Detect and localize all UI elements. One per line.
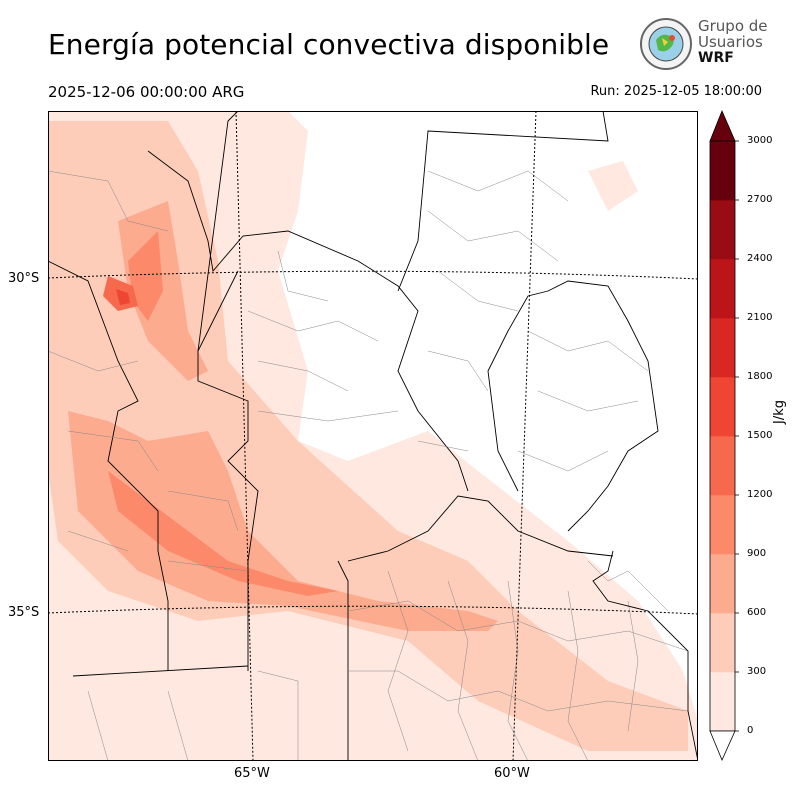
colorbar-band — [710, 495, 735, 555]
colorbar-under-arrow — [709, 730, 736, 762]
department-boundaries — [48, 170, 689, 761]
globe-icon — [640, 18, 692, 70]
colorbar-tick-label: 2400 — [747, 253, 773, 264]
colorbar-band — [710, 318, 735, 378]
colorbar-tick-label: 2100 — [747, 312, 773, 323]
colorbar-bands — [709, 140, 736, 732]
lon-label-65w: 65°W — [234, 766, 270, 781]
colorbar-band — [710, 377, 735, 437]
graticule — [48, 111, 698, 761]
colorbar-tick-label: 1500 — [747, 430, 773, 441]
wrf-logo: Grupo de Usuarios WRF — [638, 16, 768, 72]
run-time: Run: 2025-12-05 18:00:00 — [590, 84, 762, 99]
cape-level-3-north — [128, 231, 163, 321]
colorbar-tick-label: 0 — [747, 725, 754, 736]
colorbar-band — [710, 259, 735, 319]
colorbar-tick-label: 300 — [747, 666, 767, 677]
colorbar-band — [710, 613, 735, 673]
map-title: Energía potencial convectiva disponible — [48, 28, 610, 61]
colorbar — [709, 109, 739, 762]
lon-label-60w: 60°W — [494, 766, 530, 781]
coastline — [592, 550, 698, 761]
lat-label-35s: 35°S — [8, 605, 40, 620]
cape-map — [48, 111, 698, 761]
lat-label-30s: 30°S — [8, 271, 40, 286]
cape-level-0-east — [588, 161, 638, 211]
colorbar-band — [710, 200, 735, 260]
colorbar-over-arrow — [709, 109, 736, 142]
cape-shading — [48, 111, 698, 761]
colorbar-band — [710, 554, 735, 614]
colorbar-tick-label: 2700 — [747, 194, 773, 205]
cape-level-3 — [108, 471, 338, 596]
province-boundaries — [48, 111, 659, 761]
valid-time: 2025-12-06 00:00:00 ARG — [48, 83, 245, 101]
cape-level-5 — [116, 289, 130, 305]
logo-line-3: WRF — [698, 50, 734, 66]
cape-level-2 — [68, 411, 498, 631]
colorbar-band — [710, 436, 735, 496]
colorbar-unit: J/kg — [772, 400, 787, 424]
colorbar-tick-label: 1200 — [747, 489, 773, 500]
colorbar-tick-label: 1800 — [747, 371, 773, 382]
colorbar-tick-label: 3000 — [747, 135, 773, 146]
colorbar-ticks — [735, 140, 739, 732]
colorbar-band — [710, 672, 735, 732]
colorbar-tick-label: 600 — [747, 607, 767, 618]
logo-line-1: Grupo de — [698, 17, 768, 35]
colorbar-band — [710, 141, 735, 201]
colorbar-tick-label: 900 — [747, 548, 767, 559]
logo-line-2: Usuarios — [698, 33, 763, 51]
